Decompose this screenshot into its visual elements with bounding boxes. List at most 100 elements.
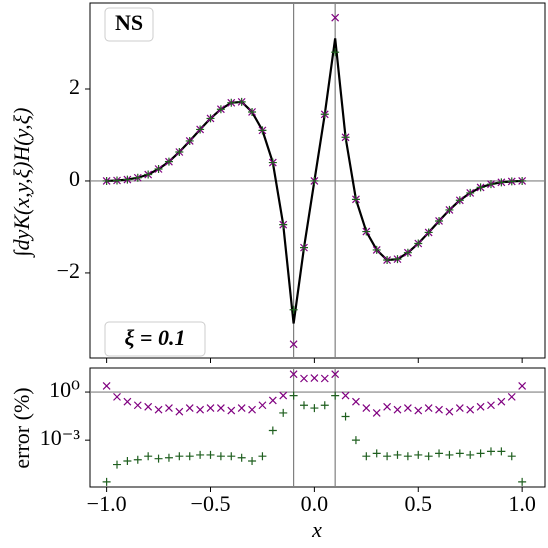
x-tick-label: 1.0 [508, 491, 536, 516]
x-marker [123, 397, 132, 406]
plus-marker [299, 401, 308, 410]
annotation-box [104, 321, 206, 357]
x-marker [362, 404, 371, 413]
plus-marker [414, 450, 423, 459]
plus-marker [216, 105, 225, 114]
plus-marker [320, 401, 329, 410]
plus-marker [248, 107, 257, 116]
plus-marker [310, 176, 319, 185]
plus-marker [424, 228, 433, 237]
y-tick-label: −2 [57, 258, 80, 283]
plus-marker [445, 450, 454, 459]
plus-marker [424, 452, 433, 461]
plus-marker [383, 452, 392, 461]
plus-marker [164, 453, 173, 462]
plus-marker [258, 452, 267, 461]
plus-marker [123, 457, 132, 466]
plus-marker [435, 216, 444, 225]
x-marker [300, 374, 308, 383]
x-marker [113, 392, 121, 401]
x-marker [227, 406, 236, 415]
plus-marker [466, 188, 475, 197]
x-marker [507, 392, 516, 401]
plus-marker [403, 452, 412, 461]
plus-marker [372, 245, 381, 254]
x-marker [518, 382, 527, 390]
x-marker [331, 13, 340, 22]
plus-marker [102, 477, 111, 486]
plus-marker [362, 227, 371, 236]
plus-marker [144, 170, 153, 179]
plus-marker [497, 447, 506, 456]
y-tick-label: 10⁰ [49, 377, 80, 402]
x-marker [196, 405, 205, 414]
plus-marker [175, 452, 184, 461]
plus-marker [403, 248, 412, 257]
y-axis-label: ∫dyK(x,y,ξ)H(y,ξ) [9, 108, 35, 259]
x-marker [216, 404, 225, 413]
plus-marker [196, 125, 205, 134]
plus-marker [310, 404, 319, 413]
x-marker [497, 397, 506, 406]
plus-marker [351, 436, 360, 445]
plus-marker [507, 452, 516, 461]
x-marker [165, 404, 173, 413]
y-tick-label: 10⁻³ [40, 425, 81, 450]
plus-marker [455, 449, 464, 458]
plus-marker [144, 452, 153, 461]
x-marker [310, 374, 319, 382]
y-tick-label: 0 [69, 166, 80, 191]
plus-marker [279, 408, 288, 417]
x-marker [320, 374, 329, 383]
x-marker [102, 382, 111, 390]
annotation: NS [115, 10, 143, 35]
plus-marker [466, 450, 475, 459]
x-marker [466, 405, 475, 414]
x-marker [352, 397, 360, 406]
plus-marker [507, 177, 516, 186]
x-marker [487, 401, 495, 410]
x-marker [435, 405, 443, 414]
plus-marker [154, 165, 163, 174]
x-tick-label: 0.5 [405, 491, 433, 516]
plus-marker [476, 449, 485, 458]
plus-marker [102, 176, 111, 185]
x-marker [154, 405, 163, 414]
plus-marker [206, 114, 215, 123]
x-marker [455, 404, 464, 413]
x-marker [445, 407, 454, 416]
plus-marker [476, 183, 485, 192]
plus-marker [164, 157, 173, 166]
y-axis-label: error (%) [9, 387, 34, 468]
x-marker [331, 370, 340, 379]
x-marker [185, 404, 194, 413]
plus-marker [372, 449, 381, 458]
plus-marker [237, 453, 246, 462]
x-marker [268, 396, 277, 405]
x-axis-label: x [311, 517, 322, 542]
plus-marker [486, 180, 495, 189]
plus-marker [196, 450, 205, 459]
plus-marker [299, 243, 308, 252]
plus-marker [113, 460, 122, 469]
plus-marker [258, 126, 267, 135]
plus-marker [435, 449, 444, 458]
plus-marker [445, 205, 454, 214]
plus-marker [289, 305, 298, 314]
plus-marker [393, 450, 402, 459]
plus-marker [341, 412, 350, 421]
plus-marker [331, 48, 340, 57]
plus-marker [133, 455, 142, 464]
plus-marker [248, 457, 257, 466]
plus-marker [486, 447, 495, 456]
plus-marker [497, 178, 506, 187]
plus-marker [414, 239, 423, 248]
x-marker [175, 407, 184, 416]
plus-marker [268, 158, 277, 167]
x-tick-label: 0.0 [301, 491, 329, 516]
x-marker [289, 340, 298, 349]
x-marker [258, 401, 267, 410]
x-marker [237, 404, 246, 413]
plus-marker [216, 452, 225, 461]
x-marker [206, 404, 215, 413]
